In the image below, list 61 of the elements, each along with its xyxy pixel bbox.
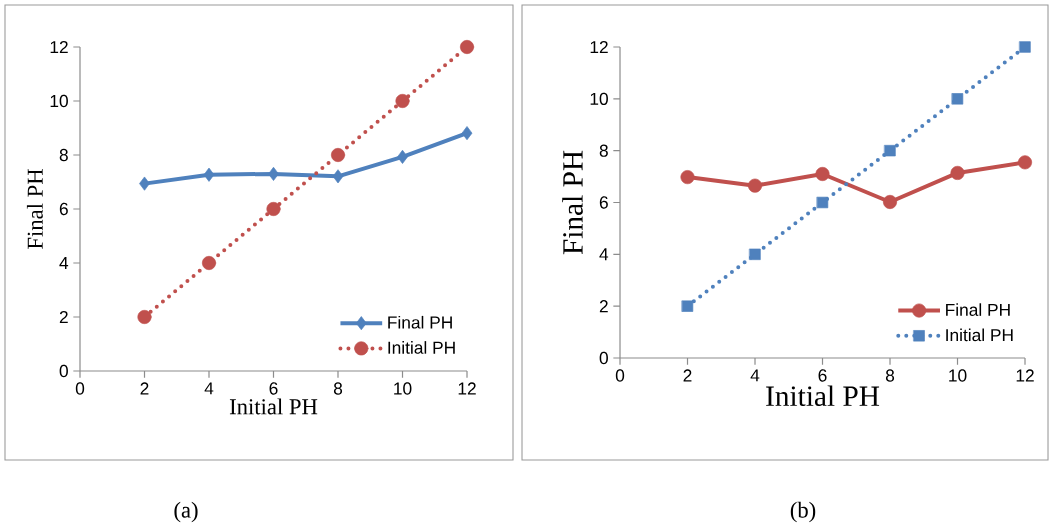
y-axis-title: Final PH [26,169,43,249]
point [1019,41,1031,53]
point [681,300,694,312]
point [266,201,281,216]
x-tick-label: 10 [394,382,412,395]
y-tick-label: 4 [599,248,609,261]
x-tick-label: 6 [269,382,278,395]
point [815,166,830,181]
legend-label: Final PH [388,315,452,329]
x-axis-title: Initial PH [766,385,880,407]
point [137,309,152,325]
point [1018,155,1033,170]
x-tick-label: 4 [750,369,760,382]
point [460,39,475,54]
y-tick-label: 10 [590,92,608,105]
x-tick-label: 0 [615,369,625,382]
x-tick-label: 2 [140,382,149,395]
point [201,255,217,271]
point [203,167,215,182]
y-tick-label: 2 [59,310,68,324]
point [139,176,150,191]
x-tick-label: 2 [683,369,692,382]
x-tick-label: 10 [949,369,967,382]
legend-label: Final PH [946,303,1010,317]
point [395,93,410,108]
point [950,165,965,180]
x-tick-label: 8 [885,369,895,382]
x-tick-label: 8 [333,382,343,395]
point [331,147,346,163]
y-tick-label: 12 [590,40,608,54]
y-tick-label: 8 [59,148,68,162]
point [461,126,473,141]
y-axis-title: Final PH [562,150,583,255]
point [816,196,829,209]
y-tick-label: 10 [50,94,68,108]
y-tick-label: 2 [599,300,608,313]
point [680,170,695,185]
legend-label: Initial PH [388,341,455,354]
y-tick-label: 4 [59,257,69,269]
y-tick-label: 6 [59,202,68,216]
y-tick-label: 12 [50,40,68,54]
x-tick-label: 0 [75,382,85,395]
y-tick-label: 0 [599,351,608,365]
point [397,149,408,164]
point [749,248,761,261]
point [883,194,898,209]
legend-label: Initial PH [946,328,1013,342]
text: (a) [174,501,198,523]
x-tick-label: 6 [818,369,827,382]
x-tick-label: 12 [1016,369,1034,382]
x-tick-label: 12 [458,382,476,395]
point [268,166,279,181]
point [884,144,896,157]
x-tick-label: 4 [204,382,214,395]
y-tick-label: 8 [599,144,608,157]
text: (b) [790,501,816,523]
point [332,169,344,184]
y-tick-label: 6 [599,196,608,209]
point [748,178,763,193]
point [951,93,964,105]
x-axis-title: Initial PH [229,398,318,415]
